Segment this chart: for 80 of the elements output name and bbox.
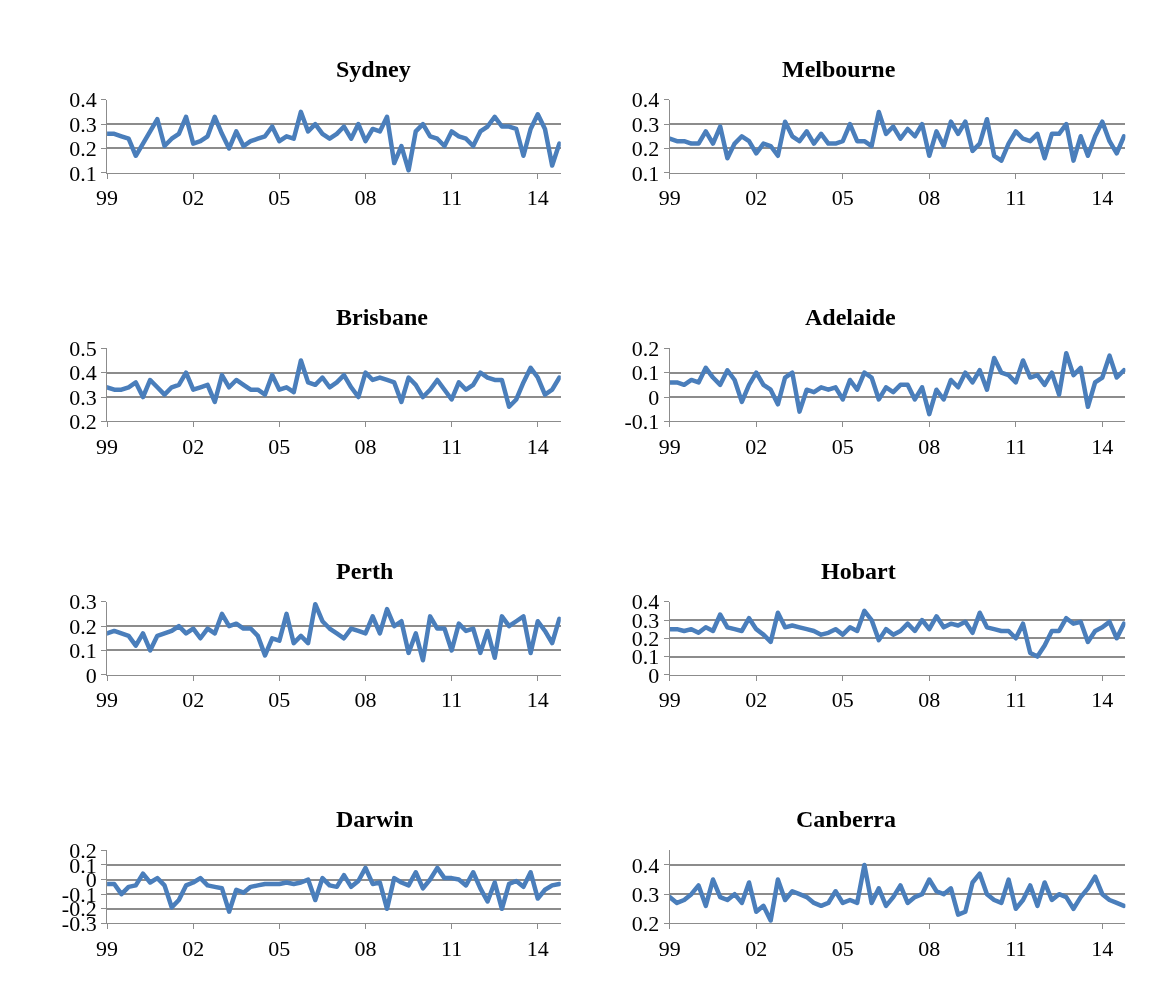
x-tick-label: 14	[526, 935, 549, 961]
y-tick-label: 0.2	[631, 911, 660, 937]
y-tick-label: 0.1	[69, 160, 97, 186]
y-tick-label: 0.4	[631, 589, 660, 615]
x-tick-label: 99	[658, 687, 681, 713]
y-tick-label: 0.4	[631, 87, 660, 113]
x-tick-label: 05	[268, 687, 291, 713]
x-tick-label: 11	[441, 433, 463, 459]
x-tick-label: 99	[96, 433, 119, 459]
y-tick-label: 0.4	[69, 360, 97, 386]
x-tick-label: 08	[354, 185, 377, 211]
y-tick-label: 0	[85, 662, 97, 688]
y-tick-label: 0	[648, 384, 660, 410]
y-tick-label: 0.2	[69, 613, 97, 639]
x-tick-label: 08	[918, 433, 941, 459]
x-tick-label: 14	[526, 433, 549, 459]
y-tick-label: 0.3	[69, 589, 97, 615]
x-tick-label: 99	[658, 935, 681, 961]
y-tick-label: 0.2	[631, 336, 660, 361]
y-tick-label: 0.3	[69, 111, 97, 137]
x-tick-label: 02	[745, 433, 768, 459]
y-tick-label: 0.3	[631, 111, 660, 137]
x-tick-label: 14	[526, 185, 549, 211]
x-tick-label: 11	[441, 687, 463, 713]
x-tick-label: 08	[354, 935, 377, 961]
y-tick-label: 0.1	[631, 160, 660, 186]
chart-title: Melbourne	[782, 56, 896, 82]
x-tick-label: 11	[1005, 935, 1027, 961]
chart-title: Perth	[336, 558, 394, 584]
y-tick-label: 0.2	[69, 409, 97, 435]
y-tick-label: -0.1	[624, 409, 660, 435]
x-tick-label: 11	[1005, 433, 1027, 459]
x-tick-label: 99	[658, 185, 681, 211]
x-tick-label: 05	[831, 935, 854, 961]
x-tick-label: 14	[526, 687, 549, 713]
x-tick-label: 05	[268, 935, 291, 961]
y-tick-label: 0.4	[631, 852, 660, 878]
x-tick-label: 14	[1091, 185, 1114, 211]
x-tick-label: 11	[441, 935, 463, 961]
chart-title: Brisbane	[336, 304, 429, 330]
x-tick-label: 08	[918, 185, 941, 211]
x-tick-label: 14	[1091, 687, 1114, 713]
x-tick-label: 02	[745, 687, 768, 713]
y-tick-label: 0.2	[69, 136, 97, 162]
y-tick-label: 0.5	[69, 336, 97, 361]
x-tick-label: 99	[658, 433, 681, 459]
y-tick-label: 0.2	[631, 136, 660, 162]
x-tick-label: 05	[268, 185, 291, 211]
x-tick-label: 05	[831, 433, 854, 459]
x-tick-label: 11	[1005, 185, 1027, 211]
x-tick-label: 02	[182, 433, 205, 459]
y-tick-label: 0.1	[69, 638, 97, 664]
x-tick-label: 99	[96, 185, 119, 211]
x-tick-label: 14	[1091, 433, 1114, 459]
x-tick-label: 05	[831, 687, 854, 713]
y-tick-label: 0.4	[69, 87, 97, 113]
y-tick-label: 0.3	[69, 384, 97, 410]
chart-title: Sydney	[336, 56, 411, 82]
x-tick-label: 08	[918, 935, 941, 961]
x-tick-label: 05	[268, 433, 291, 459]
x-tick-label: 11	[1005, 687, 1027, 713]
x-tick-label: 08	[354, 687, 377, 713]
y-tick-label: 0.3	[631, 881, 660, 907]
x-tick-label: 99	[96, 687, 119, 713]
x-tick-label: 02	[182, 185, 205, 211]
x-tick-label: 99	[96, 935, 119, 961]
x-tick-label: 05	[831, 185, 854, 211]
x-tick-label: 02	[182, 935, 205, 961]
x-tick-label: 11	[441, 185, 463, 211]
chart-title: Darwin	[336, 806, 414, 832]
chart-title: Adelaide	[805, 304, 897, 330]
x-tick-label: 02	[745, 935, 768, 961]
x-tick-label: 08	[354, 433, 377, 459]
chart-title: Canberra	[796, 806, 896, 832]
x-tick-label: 14	[1091, 935, 1114, 961]
x-tick-label: 08	[918, 687, 941, 713]
y-tick-label: 0.1	[631, 360, 660, 386]
x-tick-label: 02	[745, 185, 768, 211]
chart-title: Hobart	[821, 558, 896, 584]
x-tick-label: 02	[182, 687, 205, 713]
